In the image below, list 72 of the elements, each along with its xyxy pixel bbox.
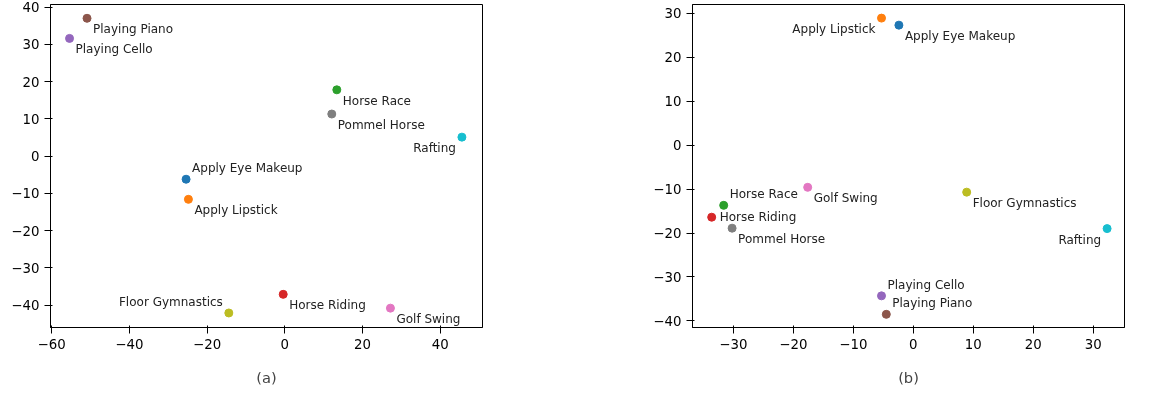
point [385,303,395,313]
y-tick-label: −30 [11,260,40,276]
y-tick-label: 20 [22,74,40,90]
series-label: Golf Swing [813,191,878,206]
text: (b) [898,368,919,386]
series-label: Pommel Horse [738,232,826,247]
point [224,308,234,318]
series-label: Playing Cello [75,42,153,57]
point [181,174,191,184]
series-label: Horse Riding [719,210,797,225]
y-tick-label: −10 [653,182,682,198]
x-tick-label: −10 [839,336,868,352]
x-tick-label: −20 [193,336,222,352]
point [278,289,288,299]
y-tick-label: 30 [22,37,40,53]
y-tick-label: −40 [11,298,40,314]
point [962,187,972,197]
series-label: Floor Gymnastics [972,196,1077,211]
series-label: Pommel Horse [337,118,425,133]
point [332,85,342,95]
y-tick-label: −10 [11,186,40,202]
y-tick-label: 0 [673,138,682,154]
series-label: Apply Eye Makeup [192,161,303,176]
point [65,33,75,43]
point [327,109,337,119]
point [183,194,193,204]
x-tick-label: −30 [719,336,748,352]
x-tick-label: −20 [779,336,808,352]
x-tick-label: −40 [115,336,144,352]
x-tick-label: 0 [280,336,289,352]
series-label: Horse Riding [289,298,366,313]
y-tick-label: −30 [653,269,682,285]
point [877,13,886,23]
y-tick-label: −20 [653,226,682,242]
point [719,200,729,210]
x-tick-label: 30 [1084,336,1102,352]
series-label: Apply Lipstick [194,203,278,218]
point [82,13,92,23]
point [457,132,467,142]
y-tick-label: −40 [653,313,682,329]
series-label: Apply Lipstick [792,22,876,37]
x-tick-label: 20 [353,336,371,352]
series-label: Playing Cello [887,277,965,292]
y-tick-label: 40 [22,0,40,16]
point [877,291,886,301]
series-label: Apply Eye Makeup [904,29,1016,44]
x-tick-label: 0 [909,336,918,352]
point [1102,224,1112,234]
x-tick-label: 20 [1024,336,1042,352]
y-tick-label: 0 [31,149,40,165]
y-tick-label: −20 [11,223,40,239]
series-label: Horse Race [729,187,798,202]
text: (a) [256,368,277,386]
y-tick-label: 20 [664,50,682,66]
y-tick-label: 10 [664,94,682,110]
point [707,212,717,222]
x-tick-label: 40 [431,336,449,352]
series-label: Playing Piano [93,22,174,37]
y-tick-label: 30 [664,6,682,22]
x-tick-label: −60 [37,336,66,352]
point [727,223,737,233]
point [894,20,904,30]
series-label: Rafting [1058,232,1102,247]
y-tick-label: 10 [22,111,40,127]
series-label: Floor Gymnastics [118,294,223,309]
point [881,309,891,319]
series-label: Playing Piano [892,296,973,311]
series-label: Horse Race [342,93,411,108]
series-label: Rafting [413,141,456,156]
x-tick-label: 10 [964,336,982,352]
point [803,182,813,192]
series-label: Golf Swing [396,312,461,327]
